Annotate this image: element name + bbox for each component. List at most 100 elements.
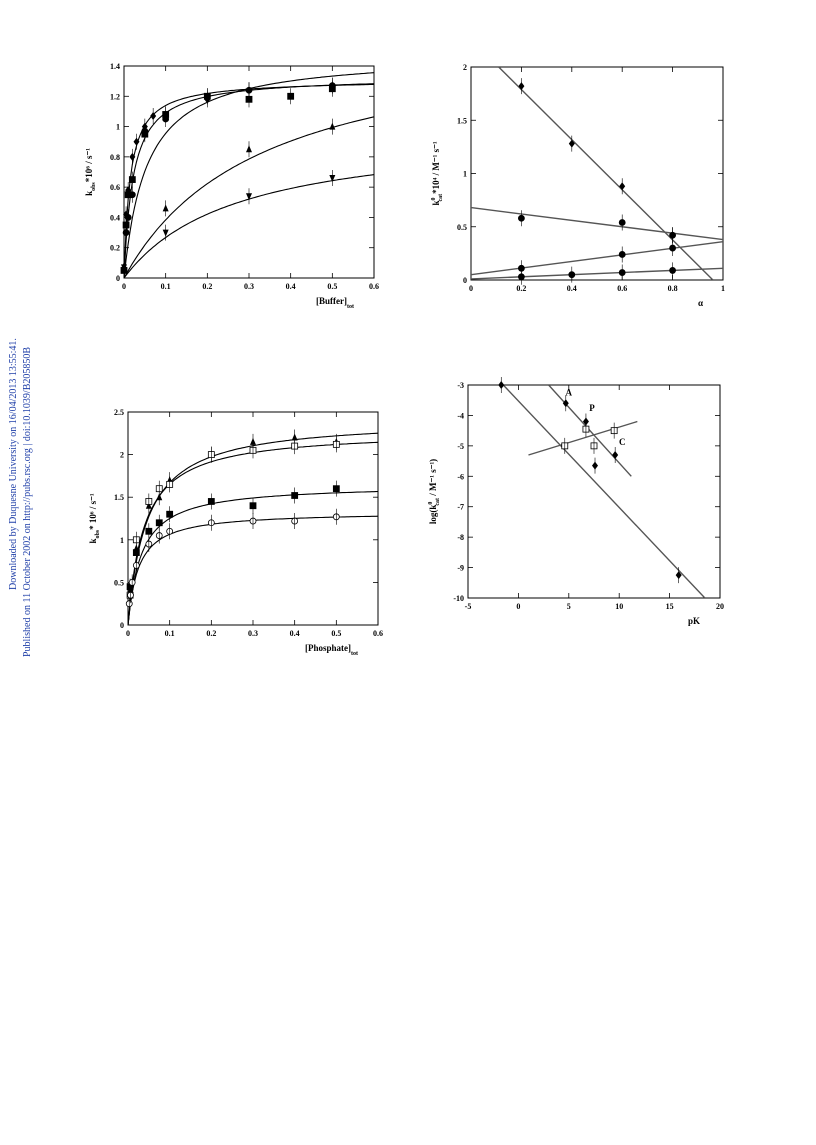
y-axis-label-sub: obs [91, 182, 97, 191]
annotation-2: C [619, 437, 626, 447]
x-tick-label: 0.6 [617, 284, 627, 293]
x-tick-label: 0.6 [369, 282, 379, 291]
x-tick-label: 0.5 [327, 282, 337, 291]
y-tick-label: 0 [120, 621, 124, 630]
y-axis-label: kobs* 10⁶ / s⁻¹ [88, 493, 101, 543]
y-axis-label-sup: 0 [428, 502, 434, 505]
y-tick-label: 1.4 [110, 62, 120, 71]
y-axis-label-main: k [88, 539, 98, 544]
y-tick-label: 1 [116, 123, 120, 132]
y-tick-label: -6 [457, 472, 464, 481]
plot-frame [467, 384, 721, 599]
x-tick-label: 0.2 [516, 284, 526, 293]
y-axis-label-main: k [431, 201, 441, 206]
x-tick-label: 0.2 [202, 282, 212, 291]
y-tick-label: -7 [457, 503, 464, 512]
y-axis-label-rest: *10⁴ / M⁻¹ s⁻¹ [431, 141, 441, 194]
y-axis-label-sup: 0 [431, 198, 437, 201]
fit-lines [128, 432, 378, 625]
x-tick-label: 0.4 [290, 629, 300, 638]
fit-line-1 [548, 385, 632, 477]
x-axis-label-sub: tot [347, 304, 354, 310]
y-tick-label: 0 [463, 276, 467, 285]
y-tick-label: 0.2 [110, 244, 120, 253]
fit-lines [471, 67, 723, 280]
y-axis-label-sub: obs [95, 529, 101, 538]
y-axis-label-rest: * 10⁶ / s⁻¹ [88, 493, 98, 530]
x-tick-label: 20 [716, 602, 724, 611]
y-tick-label: -5 [457, 442, 464, 451]
fit-line-2 [528, 420, 638, 456]
x-tick-label: -5 [465, 602, 472, 611]
y-tick-label: -10 [453, 594, 464, 603]
y-tick-label: 0.5 [114, 578, 124, 587]
x-tick-label: 5 [567, 602, 571, 611]
x-tick-label: 0 [126, 629, 130, 638]
publication-note: Published on 11 October 2002 on http://p… [22, 346, 33, 657]
y-axis-label-sub: cat [438, 194, 444, 202]
y-axis-label-main: k [84, 191, 94, 196]
fit-curve-0 [124, 83, 374, 278]
fit-lines [502, 385, 706, 598]
x-tick-label: 0.4 [567, 284, 577, 293]
y-axis-label: k0cat*10⁴ / M⁻¹ s⁻¹ [431, 141, 444, 205]
x-tick-label: 0.1 [161, 282, 171, 291]
y-tick-label: -9 [457, 564, 464, 573]
fit-curve-1 [128, 441, 378, 625]
data-points [125, 429, 340, 612]
fit-curve-0 [128, 432, 378, 625]
y-tick-label: 2 [120, 451, 124, 460]
plot-frame [470, 66, 724, 281]
y-tick-label: -3 [457, 381, 464, 390]
x-tick-label: 0 [122, 282, 126, 291]
fit-curve-3 [128, 515, 378, 625]
y-tick-label: 1.2 [110, 92, 120, 101]
y-axis-label-rest: / M⁻¹ s⁻¹) [428, 459, 438, 498]
x-tick-label: 0.2 [206, 629, 216, 638]
x-axis-label: pK [688, 616, 700, 626]
fit-line-2 [471, 240, 723, 276]
x-axis-label: α [698, 298, 703, 308]
y-axis-label-main: log(k [428, 505, 438, 525]
data-points [120, 77, 336, 279]
x-tick-label: 0.6 [373, 629, 383, 638]
annotation-1: P [589, 403, 595, 413]
fit-line-1 [471, 206, 723, 241]
annotation-0: A [566, 388, 573, 398]
x-tick-label: 0.5 [331, 629, 341, 638]
data-points [498, 377, 682, 584]
x-tick-label: 15 [666, 602, 674, 611]
y-tick-label: 0.6 [110, 183, 120, 192]
buffer-kobs-chart: 0 0.1 0.2 0.3 0.4 0.5 0.6 0 0.2 0.4 0.6 0.8 1 1.2 1.4 [… [84, 62, 379, 310]
y-tick-label: 0.4 [110, 213, 120, 222]
data-points [518, 78, 677, 285]
y-axis-label: log(k0cat / M⁻¹ s⁻¹) [428, 459, 441, 524]
y-axis-label-sub: cat [435, 498, 441, 506]
x-tick-label: 1 [721, 284, 725, 293]
fit-curve-1 [124, 83, 374, 278]
x-tick-label: 10 [615, 602, 623, 611]
x-tick-label: 0.4 [286, 282, 296, 291]
fit-line-0 [502, 385, 706, 598]
y-tick-label: 1 [463, 170, 467, 179]
y-tick-label: 1 [120, 536, 124, 545]
x-axis-label: [Buffer]tot [316, 296, 354, 310]
y-axis-label: kobs*10⁶ / s⁻¹ [84, 148, 97, 196]
x-axis-label-sub: tot [351, 651, 358, 657]
y-tick-label: -8 [457, 533, 464, 542]
y-tick-label: 0.8 [110, 153, 120, 162]
x-axis-label: [Phosphate]tot [305, 643, 358, 657]
y-tick-label: 2 [463, 63, 467, 72]
x-tick-label: 0.1 [165, 629, 175, 638]
y-tick-label: 0 [116, 274, 120, 283]
y-tick-label: 1.5 [457, 116, 467, 125]
y-axis-label-rest: *10⁶ / s⁻¹ [84, 148, 94, 182]
x-tick-label: 0 [469, 284, 473, 293]
phosphate-kobs-chart: 0 0.1 0.2 0.3 0.4 0.5 0.6 0 0.5 1 1.5 2 2.5 [Phosphat… [88, 408, 383, 657]
y-tick-label: 1.5 [114, 493, 124, 502]
x-tick-label: 0.8 [668, 284, 678, 293]
x-tick-label: 0 [516, 602, 520, 611]
x-tick-label: 0.3 [248, 629, 258, 638]
